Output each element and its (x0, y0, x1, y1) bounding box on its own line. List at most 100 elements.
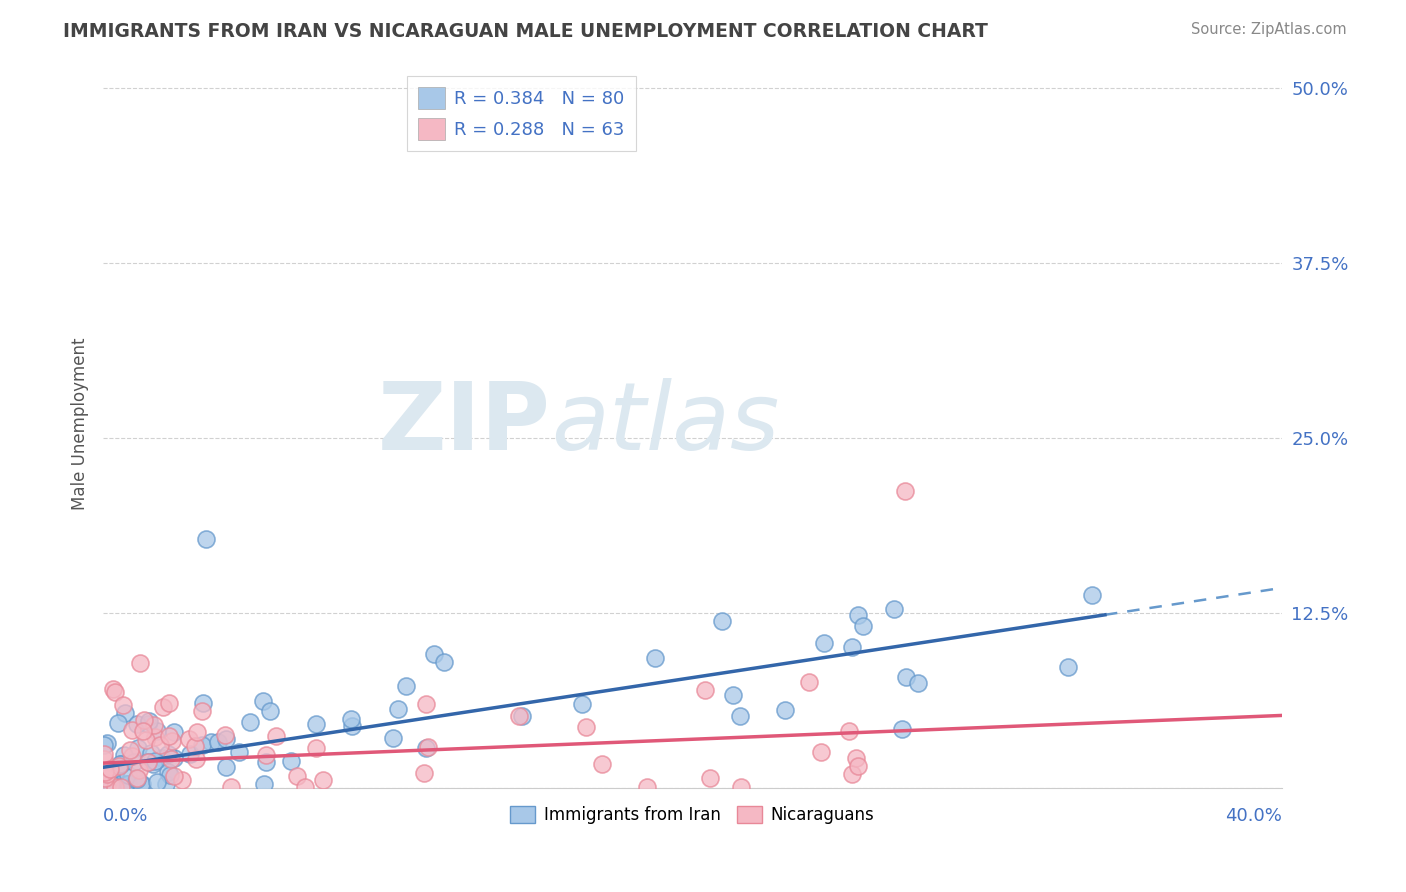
Point (114, 748, 136, 763)
Point (883, 602, 905, 616)
Point (415, 740, 437, 755)
Point (91, 777, 114, 791)
Point (139, 747, 162, 761)
Point (207, 735, 229, 749)
Point (131, 777, 153, 791)
Point (114, 777, 136, 791)
Point (149, 739, 172, 753)
Point (841, 767, 863, 781)
Point (433, 655, 456, 669)
Point (117, 777, 139, 791)
Point (228, 745, 250, 759)
Point (131, 723, 153, 738)
Point (252, 693, 274, 707)
Point (125, 771, 148, 785)
Point (395, 679, 418, 693)
Point (191, 697, 214, 711)
Point (214, 728, 236, 742)
Point (186, 725, 208, 739)
Point (852, 619, 875, 633)
Point (219, 780, 242, 794)
Point (215, 732, 238, 747)
Point (96, 736, 118, 750)
Point (172, 772, 194, 787)
Point (184, 739, 207, 753)
Legend: R = 0.384   N = 80, R = 0.288   N = 63: R = 0.384 N = 80, R = 0.288 N = 63 (408, 76, 636, 151)
Point (138, 714, 160, 728)
Point (846, 607, 869, 622)
Point (254, 755, 277, 769)
Point (571, 697, 593, 711)
Point (184, 752, 207, 766)
Text: IMMIGRANTS FROM IRAN VS NICARAGUAN MALE UNEMPLOYMENT CORRELATION CHART: IMMIGRANTS FROM IRAN VS NICARAGUAN MALE … (63, 22, 988, 41)
Point (894, 670, 917, 684)
Point (254, 747, 277, 762)
Point (636, 780, 658, 794)
Point (160, 734, 183, 748)
Point (163, 751, 186, 765)
Point (134, 713, 156, 727)
Point (382, 731, 405, 746)
Point (110, 780, 132, 794)
Point (266, 729, 288, 743)
Point (100, 777, 122, 791)
Point (124, 755, 146, 769)
Point (94, 765, 117, 780)
Point (423, 647, 446, 661)
Point (841, 640, 863, 654)
Point (127, 740, 149, 755)
Point (150, 751, 173, 765)
Point (157, 729, 180, 743)
Point (98, 762, 121, 776)
Point (136, 716, 159, 731)
Point (104, 780, 127, 794)
Point (239, 715, 262, 730)
Point (591, 756, 613, 771)
Point (107, 715, 129, 730)
Point (127, 772, 149, 787)
Point (117, 768, 139, 782)
Point (114, 706, 136, 720)
Point (94, 771, 117, 785)
Point (280, 755, 302, 769)
Point (104, 764, 127, 779)
Text: ZIP: ZIP (378, 378, 551, 470)
Y-axis label: Male Unemployment: Male Unemployment (72, 338, 89, 510)
Point (101, 777, 124, 791)
Point (512, 709, 534, 723)
Point (135, 732, 157, 747)
Point (711, 615, 734, 629)
Point (101, 682, 124, 697)
Point (721, 688, 744, 702)
Point (312, 773, 335, 788)
Point (93, 738, 115, 752)
Point (128, 656, 150, 670)
Point (294, 780, 316, 794)
Text: 40.0%: 40.0% (1225, 806, 1282, 824)
Text: atlas: atlas (551, 378, 779, 469)
Point (304, 740, 326, 755)
Point (215, 760, 238, 774)
Point (118, 743, 141, 757)
Point (730, 709, 752, 723)
Point (508, 709, 530, 723)
Point (413, 765, 436, 780)
Point (813, 636, 835, 650)
Point (146, 775, 169, 789)
Point (797, 675, 820, 690)
Point (101, 762, 124, 776)
Point (163, 769, 186, 783)
Point (179, 747, 201, 762)
Text: 0.0%: 0.0% (103, 806, 149, 824)
Point (191, 739, 214, 753)
Point (773, 703, 796, 717)
Point (644, 650, 666, 665)
Point (305, 717, 328, 731)
Point (143, 754, 166, 768)
Point (252, 777, 274, 791)
Point (157, 696, 180, 710)
Text: Source: ZipAtlas.com: Source: ZipAtlas.com (1191, 22, 1347, 37)
Point (159, 752, 181, 766)
Point (893, 484, 915, 499)
Point (416, 740, 439, 755)
